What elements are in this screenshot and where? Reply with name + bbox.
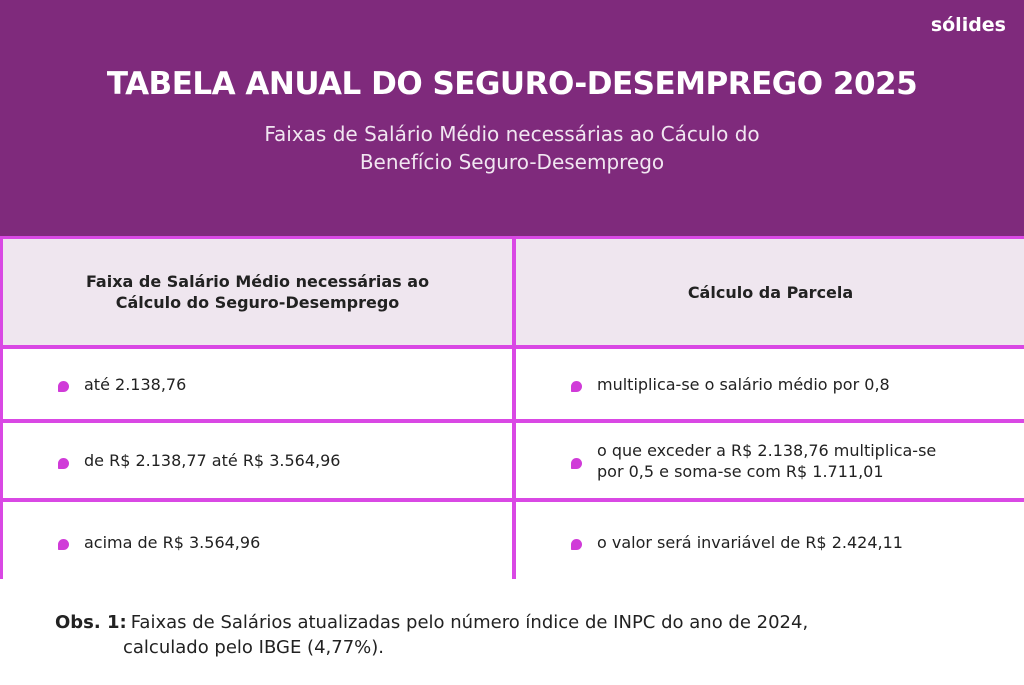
title: TABELA ANUAL DO SEGURO-DESEMPREGO 2025 xyxy=(106,66,918,102)
note-line: calculado pelo IBGE (4,77%). xyxy=(123,637,384,658)
note: Obs. 1: Faixas de Salários atualizadas pe… xyxy=(55,610,808,660)
cell-line: Cálculo do Seguro-Desemprego xyxy=(115,293,400,312)
bullet xyxy=(58,539,69,550)
cell-line: de R$ 2.138,77 até R$ 3.564,96 xyxy=(84,451,341,470)
table-cell: de R$ 2.138,77 até R$ 3.564,96 xyxy=(3,423,512,498)
header-text: Faixa de Salário Médio necessárias ao Cál… xyxy=(86,271,429,313)
note-label: Obs. 1: xyxy=(55,612,127,633)
header: sólides TABELA ANUAL DO SEGURO-DESEMPREG… xyxy=(0,0,1024,236)
table-cell: o que exceder a R$ 2.138,76 multiplica-s… xyxy=(516,423,1024,498)
cell-line: por 0,5 e soma-se com R$ 1.711,01 xyxy=(597,461,884,481)
table: Faixa de Salário Médio necessárias ao Cál… xyxy=(0,236,1024,582)
cell-line: Cálculo da Parcela xyxy=(687,282,854,302)
header-text: Cálculo da Parcela xyxy=(688,282,853,303)
cell-line: até 2.138,76 xyxy=(84,374,187,394)
bullet xyxy=(571,539,582,550)
table-cell: acima de R$ 3.564,96 xyxy=(3,502,512,582)
bullet xyxy=(571,381,582,392)
cell-text: de R$ 2.138,77 até R$ 3.564,96 xyxy=(58,450,340,471)
header-cell: Cálculo da Parcela xyxy=(516,239,1024,345)
logo: sólides xyxy=(930,14,1006,36)
cell-text: multiplica-se o salário médio por 0,8 xyxy=(571,374,890,395)
table-cell: até 2.138,76 xyxy=(3,349,512,419)
subtitle-line: Benefício Seguro-Desemprego xyxy=(359,150,665,174)
cell-text: até 2.138,76 xyxy=(58,374,186,395)
bullet xyxy=(58,457,69,469)
subtitle-line: Faixas de Salário Médio necessárias ao C… xyxy=(264,122,760,146)
bullet xyxy=(571,457,582,469)
cell-line: o que exceder a R$ 2.138,76 multiplica-s… xyxy=(597,440,937,460)
note-line: Faixas de Salários atualizadas pelo núme… xyxy=(130,612,809,633)
cell-text: acima de R$ 3.564,96 xyxy=(58,532,260,553)
cell-text: o que exceder a R$ 2.138,76 multiplica-s… xyxy=(571,440,936,482)
cell-line: Faixa de Salário Médio necessárias ao xyxy=(85,272,430,291)
cell-line: acima de R$ 3.564,96 xyxy=(84,532,261,552)
bullet xyxy=(58,381,69,392)
table-cell: o valor será invariável de R$ 2.424,11 xyxy=(516,502,1024,582)
header-cell: Faixa de Salário Médio necessárias ao Cál… xyxy=(3,239,512,345)
cell-text: o valor será invariável de R$ 2.424,11 xyxy=(571,532,903,553)
cell-line: o valor será invariável de R$ 2.424,11 xyxy=(597,532,903,552)
subtitle: Faixas de Salário Médio necessárias ao C… xyxy=(0,120,1024,176)
table-cell: multiplica-se o salário médio por 0,8 xyxy=(516,349,1024,419)
cell-line: multiplica-se o salário médio por 0,8 xyxy=(597,374,890,394)
